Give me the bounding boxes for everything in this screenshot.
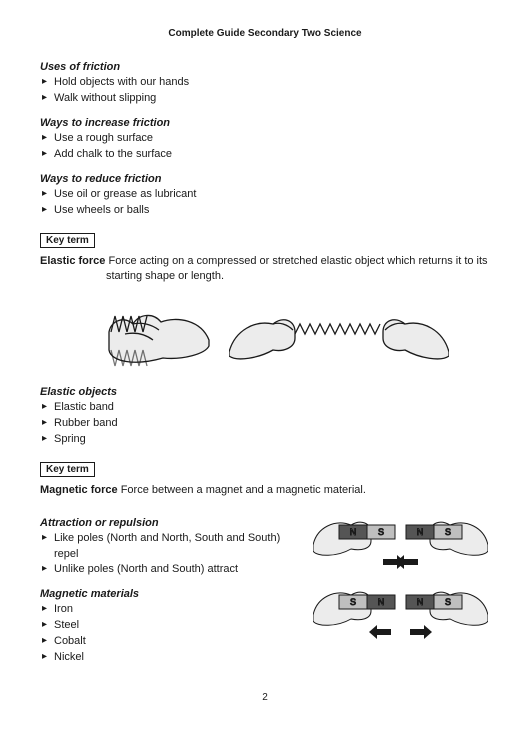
- list-item: Use wheels or balls: [40, 203, 490, 219]
- list-item: Elastic band: [40, 400, 490, 416]
- list-item: Steel: [40, 618, 300, 634]
- pole-label: N: [416, 597, 423, 607]
- definition-magnetic-force: Magnetic force Force between a magnet an…: [40, 483, 490, 498]
- page: Complete Guide Secondary Two Science Use…: [0, 0, 530, 733]
- figure-magnets-repel: N S N S: [313, 511, 488, 571]
- list-uses-friction: Hold objects with our hands Walk without…: [40, 75, 490, 107]
- section-title-increase-friction: Ways to increase friction: [40, 117, 490, 129]
- list-elastic-objects: Elastic band Rubber band Spring: [40, 400, 490, 448]
- section-title-reduce-friction: Ways to reduce friction: [40, 173, 490, 185]
- term-magnetic-force: Magnetic force: [40, 484, 118, 496]
- col-right-figures: N S N S: [310, 507, 490, 675]
- list-reduce-friction: Use oil or grease as lubricant Use wheel…: [40, 187, 490, 219]
- page-number: 2: [40, 692, 490, 703]
- two-column-magnets: Attraction or repulsion Like poles (Nort…: [40, 507, 490, 675]
- list-item: Walk without slipping: [40, 91, 490, 107]
- section-title-magnetic-materials: Magnetic materials: [40, 588, 300, 600]
- list-item: Add chalk to the surface: [40, 147, 490, 163]
- pole-label: N: [349, 527, 356, 537]
- list-item: Iron: [40, 602, 300, 618]
- pole-label: S: [377, 527, 383, 537]
- figure-hands-spring-stretch: [229, 292, 449, 372]
- list-item: Use oil or grease as lubricant: [40, 187, 490, 203]
- pole-label: S: [444, 527, 450, 537]
- figure-magnets-attract: S N N S: [313, 581, 488, 641]
- pole-label: N: [416, 527, 423, 537]
- definition-text: Force between a magnet and a magnetic ma…: [121, 484, 366, 496]
- section-title-elastic-objects: Elastic objects: [40, 386, 490, 398]
- pole-label: S: [349, 597, 355, 607]
- list-item: Unlike poles (North and South) attract: [40, 562, 300, 578]
- list-item: Spring: [40, 432, 490, 448]
- list-item: Rubber band: [40, 416, 490, 432]
- figure-hand-spring-compress: [81, 292, 211, 372]
- list-item: Hold objects with our hands: [40, 75, 490, 91]
- list-item: Cobalt: [40, 634, 300, 650]
- pole-label: S: [444, 597, 450, 607]
- keyterm-box: Key term: [40, 462, 95, 477]
- header-title: Complete Guide Secondary Two Science: [168, 28, 361, 39]
- col-left: Attraction or repulsion Like poles (Nort…: [40, 507, 300, 675]
- definition-text: Force acting on a compressed or stretche…: [108, 255, 487, 267]
- list-item: Like poles (North and North, South and S…: [40, 531, 300, 563]
- keyterm-box: Key term: [40, 233, 95, 248]
- list-item: Nickel: [40, 650, 300, 666]
- definition-text-cont: starting shape or length.: [40, 269, 490, 284]
- section-title-uses-friction: Uses of friction: [40, 61, 490, 73]
- page-header: Complete Guide Secondary Two Science: [40, 28, 490, 39]
- list-increase-friction: Use a rough surface Add chalk to the sur…: [40, 131, 490, 163]
- term-elastic-force: Elastic force: [40, 255, 105, 267]
- section-title-attraction: Attraction or repulsion: [40, 517, 300, 529]
- list-attraction: Like poles (North and North, South and S…: [40, 531, 300, 579]
- definition-elastic-force: Elastic force Force acting on a compress…: [40, 254, 490, 285]
- figure-elastic: [40, 292, 490, 372]
- pole-label: N: [377, 597, 384, 607]
- list-item: Use a rough surface: [40, 131, 490, 147]
- list-magnetic-materials: Iron Steel Cobalt Nickel: [40, 602, 300, 666]
